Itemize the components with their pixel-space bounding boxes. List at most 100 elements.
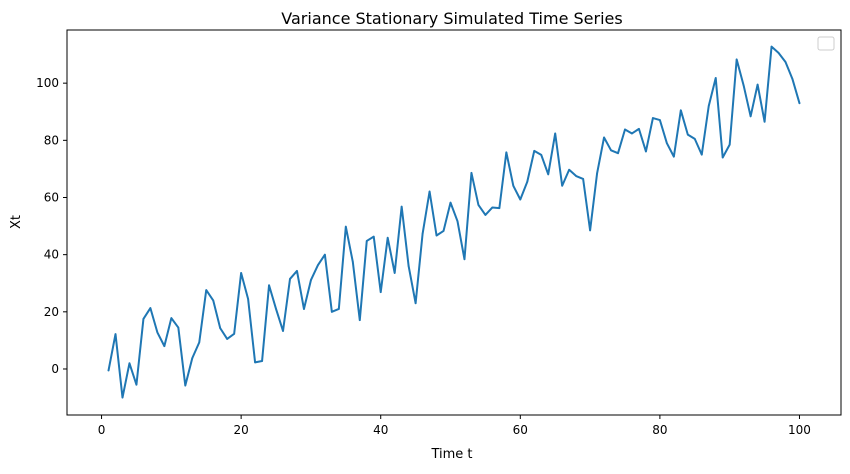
data-point (386, 236, 389, 239)
data-point (735, 58, 738, 61)
data-point (219, 327, 221, 329)
data-point (638, 128, 640, 130)
data-point (191, 357, 194, 359)
data-point (596, 172, 598, 175)
data-point (114, 333, 117, 335)
data-point (756, 83, 759, 86)
data-point (498, 207, 501, 209)
data-point (603, 136, 605, 139)
x-tick-label: 80 (652, 423, 667, 437)
data-point (631, 132, 633, 135)
data-point (512, 184, 515, 187)
data-point (463, 258, 466, 261)
data-point (728, 143, 731, 146)
data-point (198, 341, 201, 344)
data-point (707, 105, 710, 107)
data-point (254, 361, 256, 364)
data-point (680, 109, 682, 112)
data-point (331, 311, 333, 313)
data-point (666, 142, 668, 144)
data-points (107, 45, 801, 399)
data-point (400, 205, 403, 208)
data-point (212, 299, 215, 302)
data-point (275, 308, 277, 310)
data-point (407, 265, 410, 267)
data-point (561, 184, 563, 187)
data-point (554, 132, 556, 135)
data-point (379, 291, 382, 293)
data-point (610, 149, 612, 152)
data-point (749, 115, 752, 118)
data-point (526, 180, 529, 183)
data-point (135, 383, 138, 386)
data-point (624, 128, 626, 131)
data-point (798, 102, 801, 104)
data-point (700, 153, 703, 156)
data-point (428, 190, 431, 193)
data-point (505, 151, 508, 154)
data-point (721, 156, 724, 159)
data-point (484, 214, 487, 216)
data-point (449, 201, 452, 204)
data-point (540, 154, 543, 156)
y-tick-label: 20 (44, 305, 59, 319)
data-point (358, 319, 361, 321)
x-axis-ticks: 0 20 40 60 80 100 (98, 415, 811, 437)
data-point (107, 369, 110, 372)
plot-area-frame (66, 29, 842, 416)
data-point (693, 138, 696, 140)
data-point (393, 272, 396, 274)
data-point (763, 120, 766, 123)
data-point (324, 253, 326, 256)
data-point (338, 308, 340, 310)
data-point (791, 78, 794, 80)
data-point (177, 326, 180, 329)
data-point (296, 270, 298, 272)
data-point (261, 360, 263, 362)
data-point (687, 133, 689, 136)
data-point (519, 198, 522, 201)
x-tick-label: 20 (233, 423, 248, 437)
x-tick-label: 40 (373, 423, 388, 437)
x-tick-label: 60 (513, 423, 528, 437)
data-point (456, 220, 459, 223)
y-tick-label: 60 (44, 190, 59, 204)
data-point (240, 272, 242, 274)
data-point (645, 150, 647, 153)
data-point (673, 155, 675, 158)
data-point (477, 204, 480, 206)
data-point (289, 278, 291, 280)
data-point (435, 234, 438, 237)
data-point (742, 84, 745, 87)
data-point (575, 175, 577, 177)
data-point (784, 61, 787, 63)
data-point (268, 284, 270, 287)
y-tick-label: 100 (36, 76, 59, 90)
data-point (317, 264, 319, 267)
data-point (303, 308, 305, 310)
data-point (617, 152, 619, 154)
data-point (352, 261, 354, 263)
data-point (142, 318, 145, 320)
data-point (589, 229, 591, 232)
y-tick-label: 0 (51, 362, 59, 376)
data-point (345, 225, 347, 228)
data-point (247, 298, 249, 300)
y-tick-label: 80 (44, 133, 59, 147)
data-point (233, 333, 235, 335)
x-tick-label: 0 (98, 423, 106, 437)
x-tick-label: 100 (788, 423, 811, 437)
chart-title: Variance Stationary Simulated Time Serie… (281, 9, 622, 28)
data-point (149, 307, 152, 309)
data-point (582, 178, 584, 180)
data-point (121, 396, 124, 399)
y-axis-label: Xt (9, 215, 24, 229)
data-point (156, 331, 159, 334)
data-point (170, 317, 173, 319)
data-point (414, 302, 417, 305)
data-point (226, 338, 228, 340)
data-point (547, 173, 550, 176)
data-point (365, 240, 368, 242)
